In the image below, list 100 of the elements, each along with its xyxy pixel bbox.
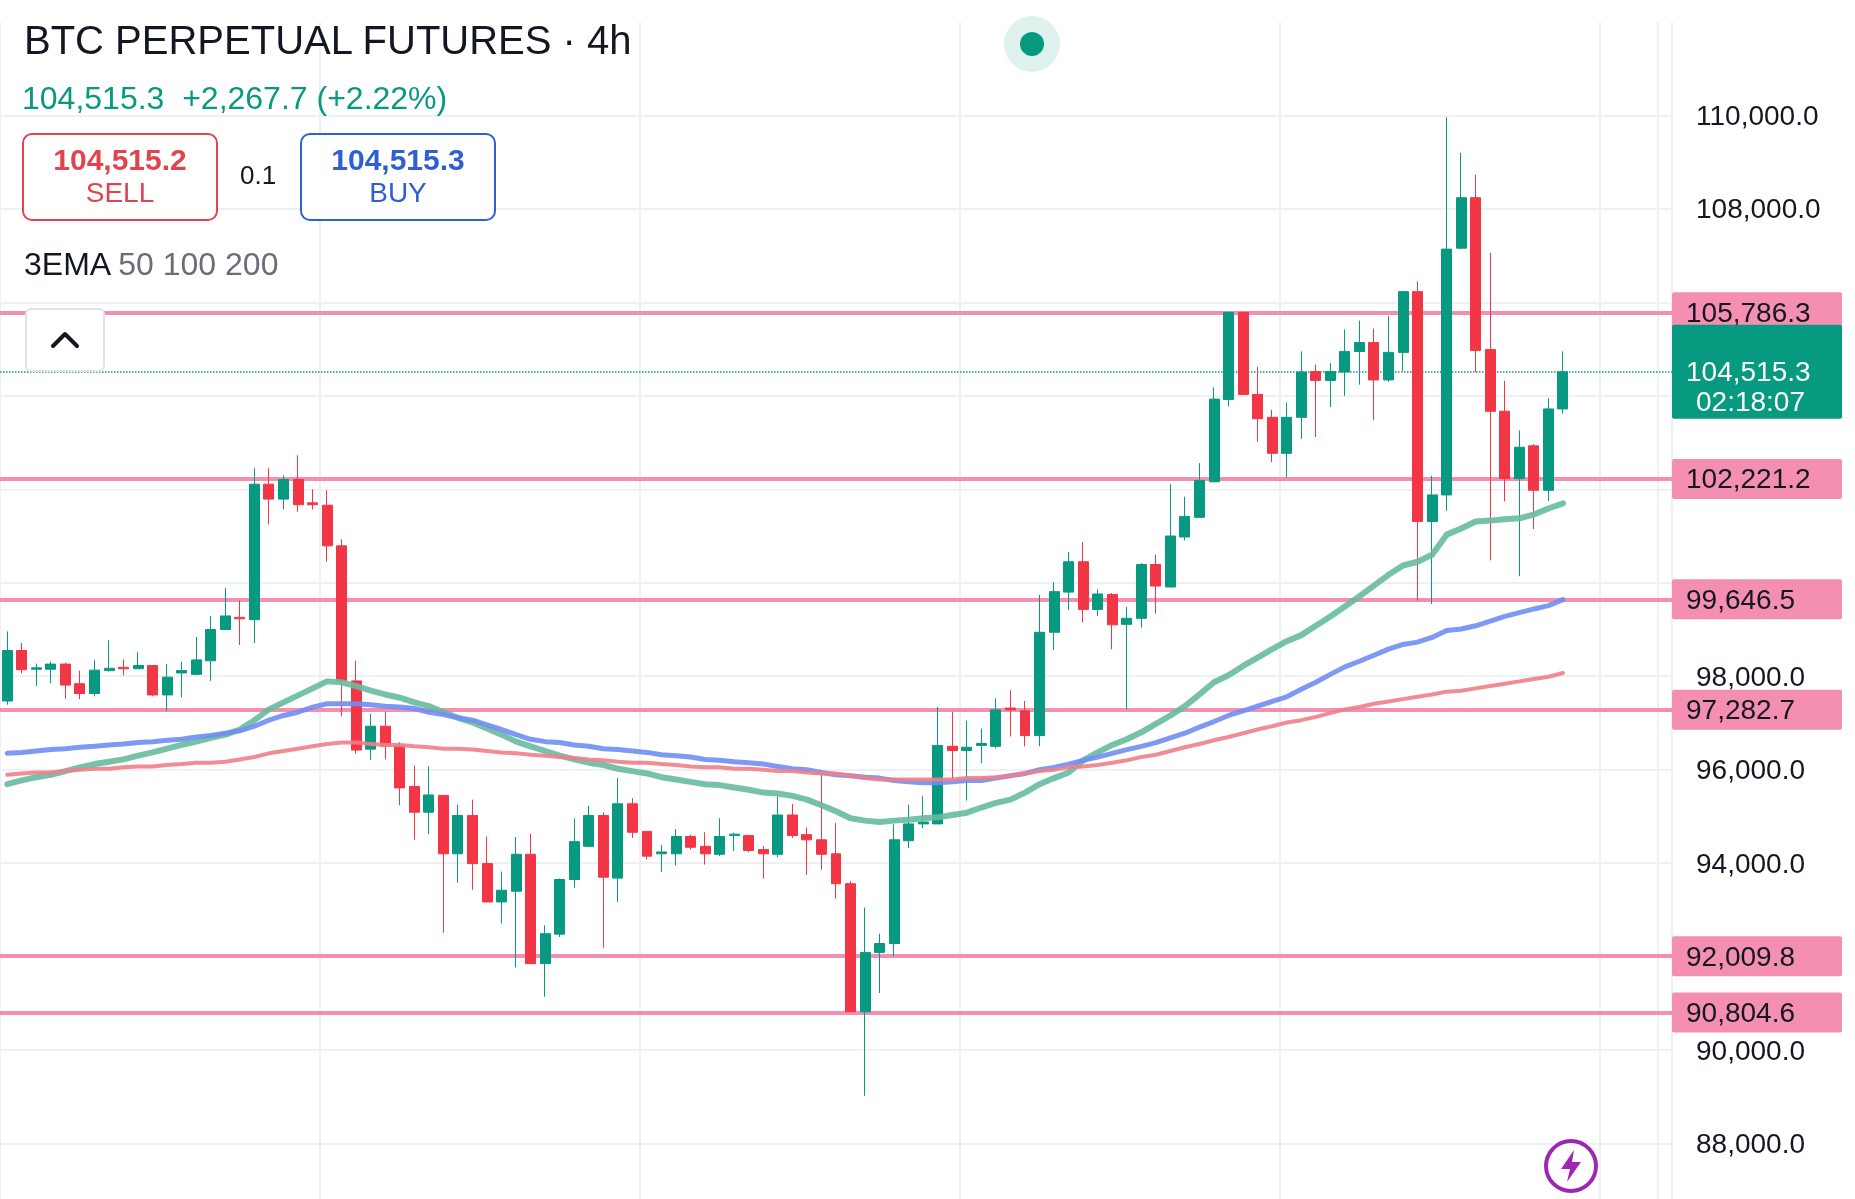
text: 02:18:07 (1696, 386, 1805, 418)
candlestick (191, 636, 202, 676)
candlestick (1049, 581, 1060, 651)
candlestick (612, 777, 623, 903)
candlestick (409, 764, 420, 841)
candlestick (1485, 252, 1496, 561)
candlestick (89, 659, 100, 697)
candlestick (743, 834, 754, 853)
line-series (5, 670, 1565, 782)
candlestick (45, 661, 56, 684)
candlestick (1310, 364, 1321, 438)
ref-line-label: 90,804.6 (1686, 996, 1795, 1028)
candlestick (583, 805, 594, 848)
candlestick (990, 697, 1001, 749)
candlestick (1179, 496, 1190, 541)
candlestick (627, 797, 638, 839)
candlestick (423, 765, 434, 835)
annotation: 104,515.2 (52, 143, 188, 177)
annotation: 0.1 (240, 160, 277, 191)
candlestick (511, 836, 522, 968)
candlestick (685, 834, 696, 851)
candlestick (16, 642, 27, 674)
ref-line-label: 92,009.8 (1686, 940, 1795, 972)
candlestick (700, 831, 711, 866)
candlestick (1165, 483, 1176, 588)
candlestick (1514, 429, 1525, 577)
candlestick (31, 663, 42, 687)
candlestick (1209, 386, 1220, 483)
candlestick (1543, 397, 1554, 502)
chart-title: BTC PERPETUAL FUTURES · 4h (24, 18, 632, 63)
y-tick-label: 94,000.0 (1696, 847, 1805, 879)
candlestick (831, 822, 841, 900)
candlestick (1121, 606, 1132, 710)
y-tick-label: 90,000.0 (1696, 1034, 1805, 1066)
candlestick (1412, 280, 1423, 602)
text: 104,515.3 +2,267.7 (+2.22%) (22, 80, 448, 117)
candlestick (278, 474, 289, 510)
candlestick (860, 907, 871, 1097)
candlestick (1281, 401, 1292, 479)
candlestick (714, 817, 725, 857)
annotation: SELL (84, 177, 156, 209)
candlestick (540, 924, 551, 998)
candlestick (787, 803, 798, 839)
candlestick (336, 538, 347, 717)
candlestick (452, 804, 463, 884)
y-tick-label: 110,000.0 (1696, 99, 1819, 131)
annotation: 3EMA 50 100 200 (24, 246, 279, 282)
candlestick (1368, 328, 1379, 421)
candlestick (205, 615, 216, 682)
candlestick (220, 587, 231, 630)
candlestick (482, 836, 493, 903)
candlestick (1092, 588, 1103, 617)
candlestick (293, 454, 304, 513)
candlestick (1470, 174, 1481, 373)
candlestick (176, 661, 187, 698)
candlestick (60, 662, 71, 700)
candlestick (1107, 592, 1118, 650)
candlestick (845, 880, 856, 1013)
candlestick (758, 845, 769, 880)
candlestick (1427, 475, 1438, 605)
candlestick (394, 741, 405, 806)
candlestick (656, 844, 667, 873)
candlestick (671, 828, 682, 866)
candlestick (1252, 366, 1263, 443)
candlestick (1456, 152, 1467, 250)
annotation: BUY (368, 177, 428, 209)
ref-line-label: 99,646.5 (1686, 583, 1795, 615)
candlestick (1136, 562, 1147, 629)
candlestick (307, 488, 318, 510)
candlestick (74, 670, 85, 700)
annotation: 104,515.3 (330, 143, 466, 177)
candlestick (729, 832, 740, 852)
y-tick-label: 88,000.0 (1696, 1128, 1805, 1160)
ref-line-label: 102,221.2 (1686, 463, 1811, 495)
candlestick (918, 795, 929, 829)
candlestick (118, 658, 129, 676)
y-tick-label: 98,000.0 (1696, 660, 1805, 692)
candlestick (889, 823, 900, 958)
ref-line-label: 105,786.3 (1686, 296, 1811, 328)
candlestick (525, 833, 536, 965)
candlestick (569, 817, 580, 889)
y-tick-label: 96,000.0 (1696, 754, 1805, 786)
candlestick (1150, 554, 1161, 615)
candlestick (874, 933, 885, 994)
candlestick (1528, 443, 1539, 530)
candlestick (816, 772, 827, 871)
ref-line-label: 104,515.3 (1686, 356, 1811, 388)
candlestick (772, 795, 783, 858)
candlestick (554, 878, 565, 938)
candlestick (2, 630, 13, 706)
candlestick (147, 664, 158, 697)
candlestick (903, 804, 914, 849)
candlestick (496, 871, 507, 924)
candlestick (801, 827, 812, 876)
candlestick (976, 728, 987, 764)
candlestick (598, 811, 609, 949)
candlestick (1005, 689, 1016, 738)
candlestick (1034, 594, 1045, 747)
candlestick (1267, 409, 1278, 463)
candlestick (133, 651, 144, 670)
